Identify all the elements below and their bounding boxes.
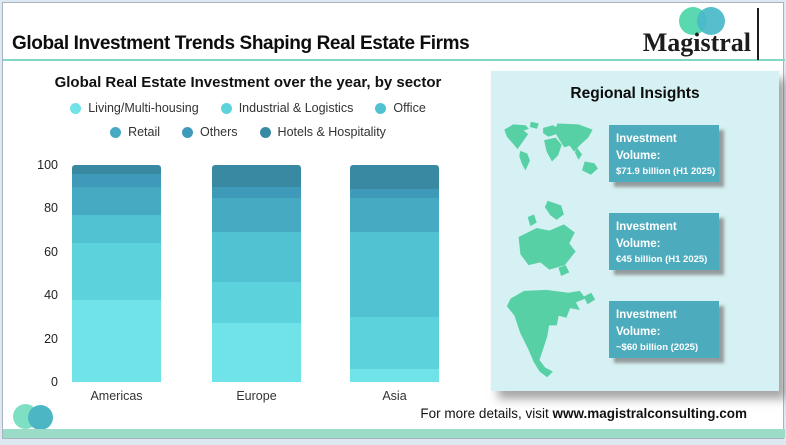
bar-segment — [350, 368, 439, 382]
insight-label: Investment Volume: — [616, 221, 677, 250]
x-axis-label: Europe — [236, 389, 277, 403]
brand-name: Magistral — [642, 28, 751, 57]
bar-segment — [72, 186, 161, 215]
legend-label: Living/Multi-housing — [88, 101, 199, 115]
chart-legend: Living/Multi-housing Industrial & Logisti… — [3, 101, 493, 149]
bar-asia — [350, 165, 439, 382]
bar-segment — [212, 232, 301, 283]
bar-segment — [72, 165, 161, 174]
legend-label: Hotels & Hospitality — [277, 125, 386, 139]
bar-segment — [212, 282, 301, 324]
x-axis-label: Americas — [90, 389, 143, 403]
bar-segment — [350, 316, 439, 369]
bar-segment — [212, 197, 301, 233]
y-axis-tick: 100 — [37, 158, 58, 172]
brand-logo: Magistral — [609, 6, 759, 60]
y-axis-tick: 60 — [44, 244, 58, 259]
bottom-accent-strip — [3, 429, 785, 438]
bar-segment — [212, 323, 301, 382]
bar-segment — [72, 173, 161, 187]
bar-segment — [72, 214, 161, 244]
legend-dot-icon — [375, 102, 387, 114]
legend-dot-icon — [182, 126, 194, 138]
bar-segment — [212, 186, 301, 198]
bar-europe — [212, 165, 301, 382]
panel-title: Regional Insights — [570, 85, 700, 102]
world-map-icon — [499, 115, 605, 185]
legend-label: Office — [393, 101, 426, 115]
bar-americas — [72, 165, 161, 382]
bar-segment — [72, 299, 161, 382]
slide-card: Global Investment Trends Shaping Real Es… — [2, 2, 785, 439]
legend-label: Others — [200, 125, 238, 139]
bar-segment — [212, 165, 301, 187]
insight-label: Investment Volume: — [616, 309, 677, 338]
x-axis-label: Asia — [382, 389, 407, 403]
footer-teal-circle-icon — [28, 405, 53, 430]
legend-item: Hotels & Hospitality — [259, 125, 386, 139]
insight-label: Investment Volume: — [616, 133, 677, 162]
insight-box-north-america: Investment Volume: ~$60 billion (2025) — [609, 301, 719, 359]
chart-title: Global Real Estate Investment over the y… — [54, 74, 442, 91]
footer-text: For more details, visit www.magistralcon… — [420, 406, 747, 421]
bar-segment — [350, 165, 439, 189]
bar-segment — [350, 188, 439, 198]
title-underline — [3, 59, 785, 61]
legend-row: Retail Others Hotels & Hospitality — [3, 125, 493, 139]
insight-value: €45 billion (H1 2025) — [616, 254, 708, 266]
logo-vertical-bar — [757, 8, 759, 60]
legend-dot-icon — [110, 126, 122, 138]
page-title: Global Investment Trends Shaping Real Es… — [12, 33, 470, 54]
y-axis-tick: 20 — [44, 331, 58, 346]
europe-map-icon — [507, 199, 599, 285]
legend-dot-icon — [259, 126, 271, 138]
legend-label: Industrial & Logistics — [238, 101, 354, 115]
legend-item: Industrial & Logistics — [220, 101, 354, 115]
legend-row: Living/Multi-housing Industrial & Logisti… — [3, 101, 493, 115]
regional-insights-panel: Regional Insights Investment Volume: $71… — [491, 71, 779, 391]
insight-box-europe: Investment Volume: €45 billion (H1 2025) — [609, 213, 719, 271]
insight-box-apac: Investment Volume: $71.9 billion (H1 202… — [609, 125, 719, 183]
bar-segment — [350, 232, 439, 317]
footer-site-link[interactable]: www.magistralconsulting.com — [552, 406, 747, 421]
legend-label: Retail — [128, 125, 161, 139]
bar-segment — [72, 243, 161, 300]
legend-item: Retail — [110, 125, 160, 139]
legend-dot-icon — [220, 102, 232, 114]
north-america-map-icon — [499, 287, 603, 383]
insight-value: $71.9 billion (H1 2025) — [616, 166, 716, 178]
bar-segment — [350, 197, 439, 233]
logo-teal-circle-icon — [697, 7, 725, 35]
y-axis-tick: 80 — [44, 201, 58, 216]
footer-prefix: For more details, visit — [420, 406, 553, 421]
legend-dot-icon — [70, 102, 82, 114]
y-axis-tick: 0 — [51, 375, 58, 389]
legend-item: Office — [375, 101, 426, 115]
y-axis-tick: 40 — [44, 288, 58, 303]
insight-value: ~$60 billion (2025) — [616, 342, 699, 354]
legend-item: Living/Multi-housing — [70, 101, 199, 115]
legend-item: Others — [182, 125, 238, 139]
chart-plot: 0 20 40 60 80 100 Americas Europe Asia — [3, 158, 493, 403]
